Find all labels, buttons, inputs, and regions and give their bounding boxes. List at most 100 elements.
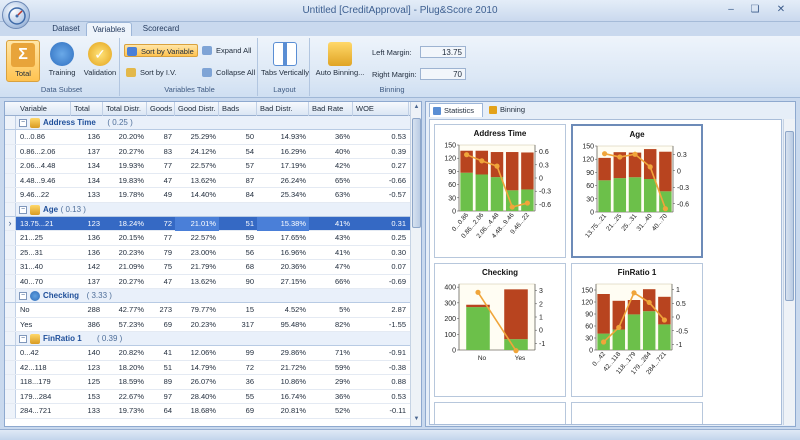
y-tick-label: 90 bbox=[585, 312, 593, 319]
collapse-toggle-icon[interactable]: − bbox=[19, 292, 27, 300]
right-margin-label: Right Margin: bbox=[372, 70, 417, 79]
collapse-all-button[interactable]: Collapse All bbox=[200, 66, 256, 79]
statistics-icon bbox=[433, 107, 441, 115]
table-cell-col-bad-distr: 4.52% bbox=[284, 305, 306, 314]
validation-button[interactable]: ✓ Validation bbox=[82, 40, 118, 82]
chart-card-checking[interactable]: Checking 0 100 200 300 400 -1 0 1 2 3 No Yes bbox=[434, 263, 566, 397]
table-cell-col-bad-rate: 47% bbox=[334, 262, 350, 271]
table-cell-col-bads: 55 bbox=[245, 391, 254, 401]
tab-statistics[interactable]: Statistics bbox=[429, 103, 483, 117]
table-row[interactable]: 0...0.86 136 20.20% 87 25.29% 50 14.93% 36% 0.53 bbox=[5, 130, 410, 145]
table-row[interactable]: 0...42 140 20.82% 41 12.06% 99 29.86% 71% -0.91 bbox=[5, 346, 410, 361]
variable-name: Address Time bbox=[43, 118, 96, 127]
good-bar bbox=[521, 189, 534, 211]
woe-point bbox=[601, 339, 607, 345]
charts-scrollbar[interactable] bbox=[783, 119, 795, 425]
tab-variables[interactable]: Variables bbox=[86, 22, 132, 36]
table-cell-col-total-distr: 57.23% bbox=[118, 319, 144, 329]
y-tick-label: 300 bbox=[444, 300, 456, 307]
data-subset-group: Σ Total Training ✓ Validation Data Subse… bbox=[4, 38, 120, 96]
tabs-vertically-button[interactable]: Tabs Vertically bbox=[260, 40, 310, 82]
validation-label: Validation bbox=[83, 68, 117, 77]
column-header-col-good-distr[interactable]: Good Distr. bbox=[175, 102, 219, 116]
variable-group-row[interactable]: − FinRatio 1 ( 0.39 ) bbox=[5, 332, 410, 346]
table-row[interactable]: 118...179 125 18.59% 89 26.07% 36 10.86% 29% 0.8… bbox=[5, 375, 410, 390]
right-margin-input[interactable]: 70 bbox=[420, 68, 466, 80]
table-cell-col-bad-rate: 63% bbox=[334, 190, 350, 199]
chart-card-next[interactable] bbox=[571, 402, 703, 424]
table-row[interactable]: Yes 386 57.23% 69 20.23% 317 95.48% 82% -1.55 bbox=[5, 317, 410, 332]
table-row[interactable]: 9.46...22 133 19.78% 49 14.40% 84 25.34% 63% -0.… bbox=[5, 188, 410, 203]
row-indicator bbox=[5, 360, 16, 374]
auto-binning-button[interactable]: Auto Binning... bbox=[312, 40, 368, 82]
scroll-up-icon[interactable]: ▲ bbox=[413, 104, 420, 110]
table-row[interactable]: 21...25 136 20.15% 77 22.57% 59 17.65% 43% 0.25 bbox=[5, 231, 410, 246]
table-row[interactable]: 25...31 136 20.23% 79 23.00% 56 16.96% 41% 0.30 bbox=[5, 245, 410, 260]
tab-dataset[interactable]: Dataset bbox=[52, 24, 80, 33]
left-margin-input[interactable]: 13.75 bbox=[420, 46, 466, 58]
tab-scorecard[interactable]: Scorecard bbox=[142, 24, 180, 33]
table-cell-col-good-distr: 22.57% bbox=[190, 161, 216, 170]
y-tick-label: 0 bbox=[589, 348, 593, 355]
total-button[interactable]: Σ Total bbox=[6, 40, 40, 82]
column-header-col-variable[interactable]: Variable bbox=[17, 102, 71, 116]
variable-group-row[interactable]: − Checking ( 3.33 ) bbox=[5, 289, 410, 303]
column-header-col-bad-distr[interactable]: Bad Distr. bbox=[257, 102, 309, 116]
sort-by-variable-button[interactable]: Sort by Variable bbox=[124, 44, 198, 57]
chart-card-address-time[interactable]: Address Time 0 30 60 90 120 150 -0.6 -0.3 0 0.3 0.… bbox=[434, 124, 566, 258]
y-tick-label: 100 bbox=[444, 332, 456, 339]
table-scrollbar[interactable]: ▲ ▼ bbox=[410, 102, 421, 426]
table-row[interactable]: 31...40 142 21.09% 75 21.79% 68 20.36% 47% 0.07 bbox=[5, 260, 410, 275]
table-cell-col-bads: 15 bbox=[245, 305, 254, 314]
chart-title: Age bbox=[629, 130, 645, 139]
column-header-col-goods[interactable]: Goods bbox=[147, 102, 175, 116]
chart-title: Checking bbox=[481, 268, 518, 277]
chart-card-next[interactable] bbox=[434, 402, 566, 424]
variable-group-row[interactable]: − Address Time ( 0.25 ) bbox=[5, 116, 410, 130]
table-cell-col-bad-distr: 15.38% bbox=[257, 216, 309, 231]
application-menu-button[interactable] bbox=[2, 1, 30, 29]
row-indicator bbox=[5, 317, 16, 331]
row-indicator bbox=[5, 274, 16, 288]
minimize-button[interactable]: – bbox=[728, 4, 734, 15]
good-bar bbox=[612, 329, 626, 350]
variable-group-row[interactable]: − Age( 0.13 ) bbox=[5, 202, 410, 217]
collapse-toggle-icon[interactable]: − bbox=[19, 119, 27, 127]
column-header-col-total-distr[interactable]: Total Distr. bbox=[103, 102, 147, 116]
table-row[interactable]: 4.48...9.46 134 19.83% 47 13.62% 87 26.24% 65% -… bbox=[5, 173, 410, 188]
tab-binning[interactable]: Binning bbox=[486, 103, 532, 117]
table-row[interactable]: 42...118 123 18.20% 51 14.79% 72 21.72% 59% -0.3… bbox=[5, 360, 410, 375]
column-header-col-woe[interactable]: WOE bbox=[353, 102, 409, 116]
sort-by-iv-button[interactable]: Sort by I.V. bbox=[124, 66, 198, 79]
expand-all-button[interactable]: Expand All bbox=[200, 44, 256, 57]
table-row[interactable]: 40...70 137 20.27% 47 13.62% 90 27.15% 66% -0.69 bbox=[5, 274, 410, 289]
training-button[interactable]: Training bbox=[44, 40, 80, 82]
table-cell-col-bads: 72 bbox=[245, 362, 254, 372]
table-cell-col-total: 140 bbox=[87, 348, 100, 357]
table-row[interactable]: 284...721 133 19.73% 64 18.68% 69 20.81% 52% -0.… bbox=[5, 404, 410, 419]
column-header-col-bad-rate[interactable]: Bad Rate bbox=[309, 102, 353, 116]
table-cell-col-bad-rate: 40% bbox=[334, 146, 350, 156]
table-row[interactable]: 179...284 153 22.67% 97 28.40% 55 16.74% 36% 0.5… bbox=[5, 389, 410, 404]
table-row[interactable]: 2.06...4.48 134 19.93% 77 22.57% 57 17.19% 42% 0… bbox=[5, 159, 410, 174]
restore-button[interactable]: ❏ bbox=[750, 4, 760, 15]
table-scroll-thumb[interactable] bbox=[412, 118, 421, 228]
collapse-toggle-icon[interactable]: − bbox=[19, 335, 27, 343]
collapse-toggle-icon[interactable]: − bbox=[19, 205, 27, 214]
table-cell-col-bad-distr: 20.36% bbox=[280, 262, 306, 271]
close-button[interactable]: ✕ bbox=[776, 4, 786, 15]
chart-card-finratio-1[interactable]: FinRatio 1 0 30 60 90 120 150 -1 -0.5 0 0.5 1 0...4… bbox=[571, 263, 703, 397]
charts-scroll-thumb[interactable] bbox=[785, 131, 794, 301]
training-label: Training bbox=[48, 68, 76, 77]
variables-grid: Variable Total Total Distr. Goods Good Distr… bbox=[5, 102, 410, 426]
table-row[interactable]: › 13.75...21 123 18.24% 72 21.01% 51 15.38% 41% 0… bbox=[5, 216, 410, 231]
variables-table-panel: Variable Total Total Distr. Goods Good Distr… bbox=[4, 101, 422, 427]
scroll-down-icon[interactable]: ▼ bbox=[413, 416, 420, 422]
table-row[interactable]: No 288 42.77% 273 79.77% 15 4.52% 5% 2.87 bbox=[5, 303, 410, 318]
row-indicator bbox=[5, 303, 16, 317]
table-cell-col-total-distr: 21.09% bbox=[118, 262, 144, 271]
column-header-col-bads[interactable]: Bads bbox=[219, 102, 257, 116]
column-header-col-total[interactable]: Total bbox=[71, 102, 103, 116]
table-row[interactable]: 0.86...2.06 137 20.27% 83 24.12% 54 16.29% 40% 0… bbox=[5, 144, 410, 159]
chart-card-age[interactable]: Age 0 30 60 90 120 150 -0.6 -0.3 0 0.3 13.75...21 2… bbox=[571, 124, 703, 258]
